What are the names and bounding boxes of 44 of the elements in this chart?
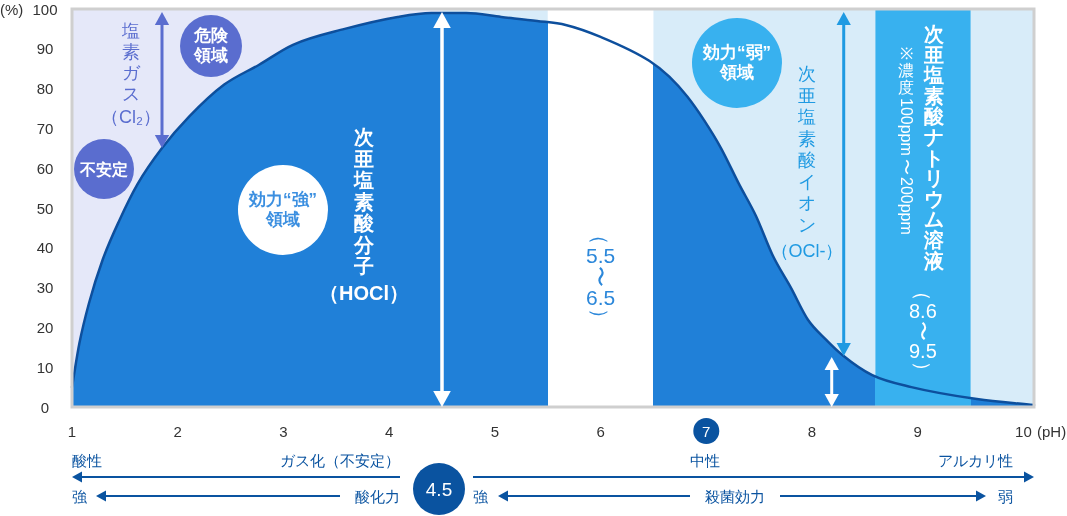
annotation: ※濃度100ppm〜200ppm — [897, 45, 915, 235]
band-label: （8.6〜9.5） — [909, 281, 937, 381]
text: アルカリ性 — [938, 452, 1013, 469]
y-axis-title: (%) — [0, 0, 24, 18]
text: 次亜塩素酸ナトリウム溶液 — [924, 23, 944, 272]
annotation: 効力“弱”領域 — [703, 42, 771, 84]
y-tick-label: 0 — [40, 398, 50, 416]
y-tick-label: 20 — [36, 318, 54, 336]
y-tick-label: 90 — [36, 40, 54, 58]
x-tick-label: 3 — [279, 422, 288, 440]
text: 弱 — [998, 488, 1013, 505]
text: 殺菌効力 — [705, 488, 765, 505]
band-label: （5.5〜6.5） — [586, 224, 616, 329]
text: 4.5 — [425, 479, 453, 500]
annotation: 危険領域 — [194, 25, 228, 67]
annotation: 不安定 — [80, 159, 128, 179]
y-tick-label: 40 — [36, 239, 54, 257]
x-tick-label: 7 — [702, 422, 711, 440]
annotation: 効力“強”領域 — [249, 189, 317, 231]
x-tick-label: 2 — [173, 422, 182, 440]
x-axis-title: (pH) — [1037, 422, 1067, 440]
x-tick-label: 6 — [596, 422, 605, 440]
y-tick-label: 60 — [36, 159, 54, 177]
text: 酸性 — [72, 452, 102, 469]
text: 強 — [72, 488, 87, 505]
x-tick-label: 10 — [1015, 422, 1032, 440]
x-tick-label: 1 — [67, 422, 77, 440]
x-tick-label: 8 — [807, 422, 817, 440]
y-tick-label: 80 — [36, 80, 54, 98]
y-tick-label: 70 — [36, 119, 54, 137]
text: ガス化（不安定） — [280, 452, 400, 469]
x-tick-label: 9 — [913, 422, 922, 440]
annotation: 次亜塩素酸分子（HOCl） — [319, 126, 409, 304]
text: 次亜塩素酸イオン（OCl-） — [770, 64, 844, 261]
text: 強 — [473, 488, 488, 505]
x-tick-label: 5 — [490, 422, 500, 440]
y-tick-label: 50 — [36, 199, 54, 217]
y-tick-label: 100 — [32, 0, 58, 18]
y-tick-label: 30 — [36, 279, 54, 297]
annotation: 塩素ガス（Cl₂） — [101, 21, 161, 128]
y-tick-label: 10 — [36, 358, 54, 376]
x-tick-label: 4 — [384, 422, 394, 440]
text: 中性 — [690, 452, 720, 469]
text: 酸化力 — [355, 488, 400, 505]
